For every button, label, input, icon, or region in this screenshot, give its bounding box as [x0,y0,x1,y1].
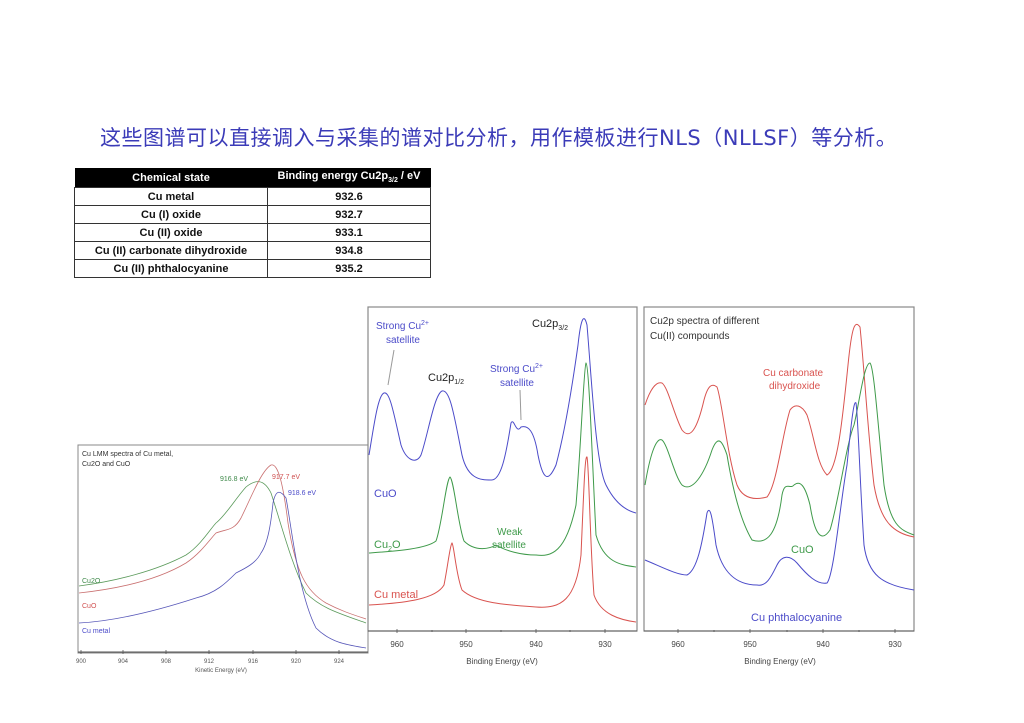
svg-text:930: 930 [598,640,612,649]
label-carbonate-2: dihydroxide [769,381,821,392]
column-header-binding-energy: Binding energy Cu2p3/2 / eV [267,168,431,188]
be-cell: 933.1 [267,223,431,242]
series-cuo-line [368,318,637,514]
series-cu-metal-line [368,456,637,623]
series-cu2o-line [78,481,367,624]
svg-text:920: 920 [291,659,302,665]
state-cell: Cu (II) carbonate dihydroxide [74,241,268,260]
svg-text:924: 924 [334,659,345,665]
svg-text:900: 900 [76,659,87,665]
peak-label-cu-metal: 918.6 eV [288,490,316,497]
label-cuo: CuO [791,544,814,556]
series-cu-metal-line [78,491,367,649]
legend-cu2o: Cu2O [82,578,101,585]
label-carbonate: Cu carbonate [763,368,823,379]
chart-title: Cu2p spectra of different [650,316,760,327]
series-cuo-line [644,362,915,542]
cu-lmm-chart: Cu LMM spectra of Cu metal, Cu2O and CuO… [76,444,369,674]
peak-label-cuo: 917.7 eV [272,474,300,481]
chart-title: Cu LMM spectra of Cu metal, [82,451,173,458]
annotation-weak-satellite: Weak [497,527,523,538]
series-phthalocyanine-line [644,402,915,591]
state-cell: Cu (II) phthalocyanine [74,259,268,278]
x-ticks [396,629,606,633]
label-phthalocyanine: Cu phthalocyanine [751,612,842,624]
legend-cuo: CuO [82,603,97,610]
table-row: Cu (II) phthalocyanine 935.2 [74,259,431,278]
annotation-satellite-1b: satellite [386,335,420,346]
svg-text:950: 950 [459,640,473,649]
chemical-state-table: Chemical state Binding energy Cu2p3/2 / … [74,168,431,278]
peak-label-cu2o: 916.8 eV [220,476,248,483]
series-cuo-line [78,464,367,620]
legend-cuo: CuO [374,488,397,500]
be-cell: 934.8 [267,241,431,260]
svg-text:930: 930 [888,640,902,649]
x-axis-label: Binding Energy (eV) [466,657,538,666]
svg-text:912: 912 [204,659,215,665]
annotation-satellite-2b: satellite [500,378,534,389]
x-tick-labels: 900 904 908 912 916 920 924 [76,659,345,665]
svg-text:960: 960 [390,640,404,649]
annotation-satellite-1: Strong Cu2+ [376,320,429,332]
annotation-leader-2 [519,389,522,421]
table-row: Cu metal 932.6 [74,187,431,206]
table-row: Cu (II) oxide 933.1 [74,223,431,242]
chart-title-2: Cu(II) compounds [650,331,729,342]
svg-text:940: 940 [529,640,543,649]
state-cell: Cu metal [74,187,268,206]
be-cell: 932.6 [267,187,431,206]
table-header-row: Chemical state Binding energy Cu2p3/2 / … [74,168,431,188]
annotation-weak-satellite-b: satellite [492,540,526,551]
state-cell: Cu (I) oxide [74,205,268,224]
annotation-leader-1 [387,349,395,386]
legend-cu2o: Cu2O [374,539,401,553]
x-tick-labels: 960 950 940 930 [671,640,902,649]
x-tick-labels: 960 950 940 930 [390,640,612,649]
table-row: Cu (II) carbonate dihydroxide 934.8 [74,241,431,260]
x-ticks [80,650,340,654]
page-heading: 这些图谱可以直接调入与采集的谱对比分析，用作模板进行NLS（NLLSF）等分析。 [100,126,898,150]
be-cell: 932.7 [267,205,431,224]
x-ticks [677,629,896,633]
svg-text:960: 960 [671,640,685,649]
x-axis-label: Kinetic Energy (eV) [195,668,247,674]
svg-text:904: 904 [118,659,129,665]
svg-text:908: 908 [161,659,172,665]
legend-cu-metal: Cu metal [82,628,110,635]
series-cu2o-line [368,362,637,568]
annotation-satellite-2: Strong Cu2+ [490,363,543,375]
be-cell: 935.2 [267,259,431,278]
cu2p-oxides-chart: Strong Cu2+ satellite Cu2p1/2 Strong Cu2… [367,306,638,666]
chart-title-2: Cu2O and CuO [82,461,131,468]
column-header-chemical-state: Chemical state [74,168,268,188]
svg-text:940: 940 [816,640,830,649]
cu2p-cu2-compounds-chart: Cu2p spectra of different Cu(II) compoun… [643,306,915,666]
state-cell: Cu (II) oxide [74,223,268,242]
x-axis-label: Binding Energy (eV) [744,657,816,666]
svg-text:950: 950 [743,640,757,649]
series-carbonate-line [644,323,915,538]
legend-cu-metal: Cu metal [374,589,418,601]
table-row: Cu (I) oxide 932.7 [74,205,431,224]
svg-text:916: 916 [248,659,259,665]
